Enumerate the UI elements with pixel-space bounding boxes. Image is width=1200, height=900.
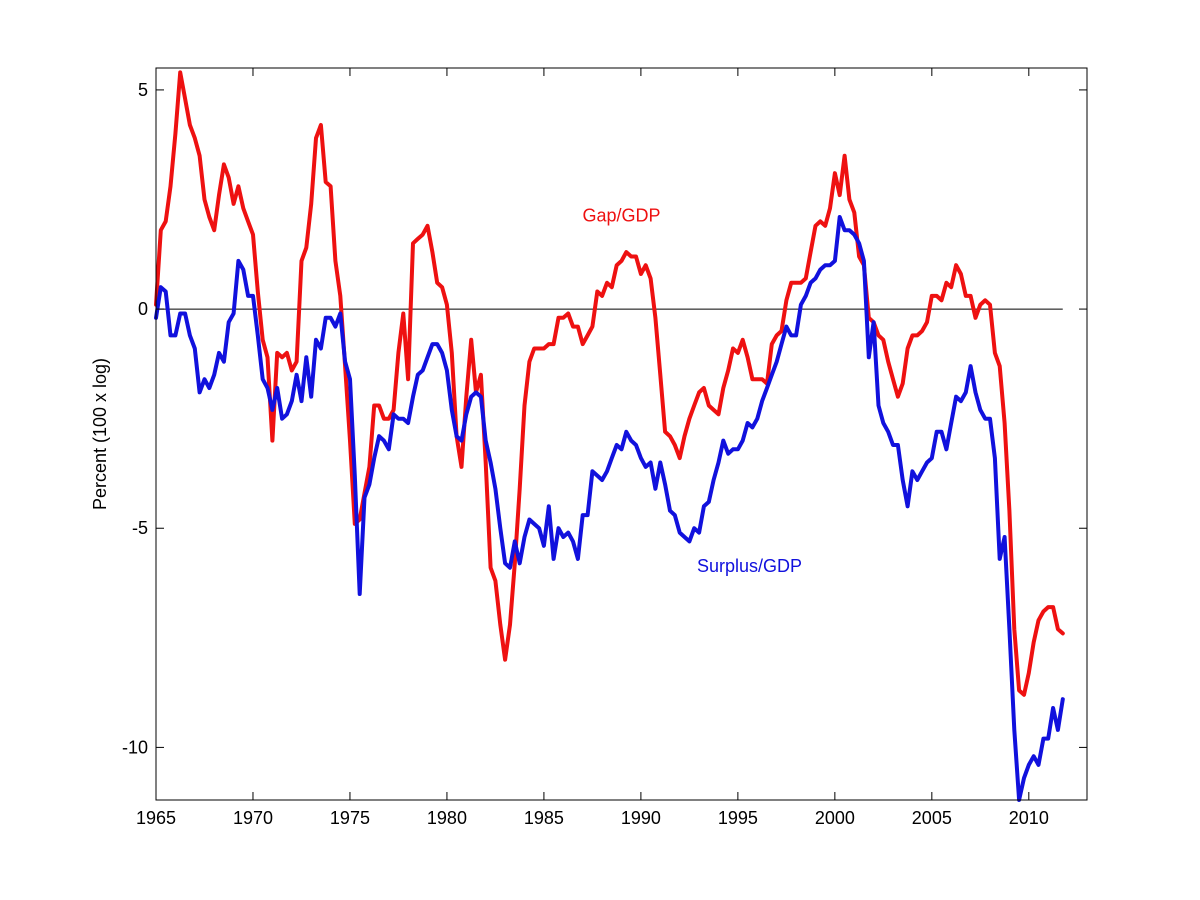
x-tick-label: 1995	[718, 808, 758, 828]
series-label-gap-gdp: Gap/GDP	[582, 205, 660, 225]
x-tick-label: 2000	[815, 808, 855, 828]
x-tick-label: 2005	[912, 808, 952, 828]
y-tick-label: -5	[132, 518, 148, 538]
series-line-surplus-gdp	[154, 215, 1065, 802]
x-tick-label: 2010	[1009, 808, 1049, 828]
y-tick-label: 5	[138, 80, 148, 100]
x-tick-label: 1975	[330, 808, 370, 828]
axes-frame	[155, 67, 1088, 801]
x-tick-label: 1970	[233, 808, 273, 828]
x-tick-label: 1965	[136, 808, 176, 828]
plot-area: 1965 1970 1975 1980 1985 1990 1995 2000 2005 2010…	[122, 67, 1088, 828]
y-tick-label: -10	[122, 737, 148, 757]
x-tick-label: 1980	[427, 808, 467, 828]
x-tick-label: 1990	[621, 808, 661, 828]
x-tick-label: 1985	[524, 808, 564, 828]
y-tick-label: 0	[138, 299, 148, 319]
series-line-gap-gdp	[154, 70, 1065, 697]
y-axis-label: Percent (100 x log)	[90, 358, 110, 510]
series-label-surplus-gdp: Surplus/GDP	[697, 556, 802, 576]
